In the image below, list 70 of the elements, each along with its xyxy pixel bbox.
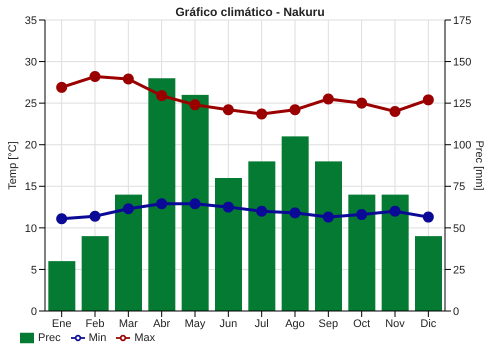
chart-title: Gráfico climático - Nakuru (175, 5, 325, 19)
y2-tick-label: 175 (453, 14, 472, 27)
y2-axis-title: Prec [mm] (473, 140, 486, 191)
point (356, 209, 368, 220)
legend-label: Max (134, 332, 156, 344)
bar (182, 94, 209, 311)
point (190, 99, 200, 110)
x-tick-label: Nov (385, 318, 406, 330)
point (356, 98, 368, 109)
y-tick-label: 10 (24, 222, 37, 235)
x-tick-label: Abr (153, 318, 171, 330)
point (56, 213, 68, 224)
point (322, 93, 334, 104)
x-tick-label: Dic (420, 318, 437, 330)
bar (82, 236, 109, 311)
y-tick-label: 35 (24, 14, 37, 27)
y2-tick-label: 125 (453, 98, 472, 110)
point (90, 71, 100, 82)
bar (282, 136, 309, 311)
bar (415, 236, 442, 311)
bar (248, 161, 276, 311)
x-tick-label: Sep (318, 318, 338, 330)
bar (148, 78, 176, 311)
point (322, 212, 334, 223)
legend-label: Prec (38, 332, 61, 344)
point (256, 108, 268, 120)
x-tick-label: Jul (254, 318, 269, 330)
point (122, 203, 134, 214)
point (422, 212, 434, 223)
y2-tick-label: 50 (453, 222, 466, 235)
point (222, 104, 234, 116)
legend-label: Min (88, 332, 106, 344)
point (56, 82, 68, 93)
y-tick-label: 15 (24, 181, 37, 194)
y-tick-label: 0 (30, 306, 37, 318)
point (190, 198, 200, 210)
y2-tick-label: 150 (453, 56, 472, 68)
point (156, 198, 168, 210)
point (90, 210, 100, 222)
x-tick-label: Ago (285, 318, 305, 330)
bar (215, 178, 242, 311)
point (222, 202, 234, 213)
bar (115, 194, 142, 311)
x-tick-label: Oct (353, 318, 370, 330)
y-tick-label: 20 (24, 140, 37, 152)
point (290, 207, 300, 218)
x-tick-label: May (184, 318, 206, 330)
y2-tick-label: 25 (453, 264, 466, 276)
y-tick-label: 30 (24, 56, 37, 68)
y-tick-label: 25 (24, 98, 37, 110)
point (390, 106, 400, 117)
x-tick-label: Ene (52, 318, 72, 330)
bar (48, 261, 76, 311)
point (390, 206, 400, 217)
point (422, 94, 434, 106)
y2-tick-label: 75 (453, 181, 466, 194)
x-tick-label: Mar (118, 318, 138, 330)
y-axis-title: Temp [°C] (6, 141, 19, 190)
point (156, 90, 168, 102)
point (256, 206, 268, 217)
bar (348, 194, 376, 311)
bar (382, 194, 409, 311)
bar (315, 161, 342, 311)
x-tick-label: Jun (219, 318, 238, 330)
x-tick-label: Feb (86, 318, 104, 330)
point (122, 74, 134, 85)
y-tick-label: 5 (30, 264, 37, 276)
y2-tick-label: 100 (453, 140, 472, 152)
point (290, 104, 300, 116)
y2-tick-label: 0 (453, 306, 460, 318)
